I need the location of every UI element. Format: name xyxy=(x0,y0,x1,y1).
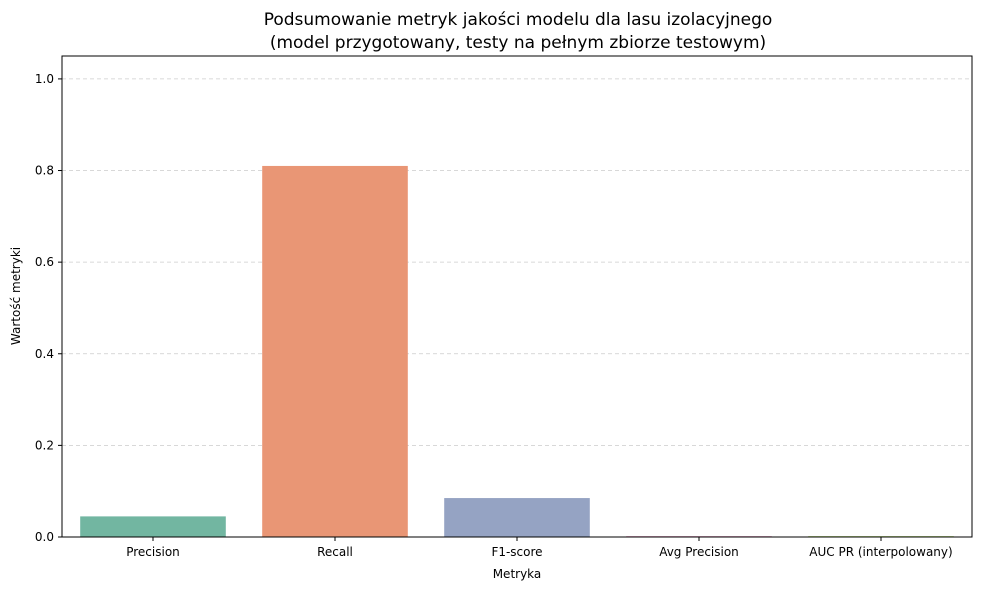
chart-subtitle: (model przygotowany, testy na pełnym zbi… xyxy=(270,33,766,53)
x-axis-label: Metryka xyxy=(493,567,542,581)
bar-precision xyxy=(80,516,226,537)
x-tick-label: Avg Precision xyxy=(659,545,739,559)
chart-title: Podsumowanie metryk jakości modelu dla l… xyxy=(264,10,773,30)
y-tick-label: 0.4 xyxy=(35,347,54,361)
y-tick-label: 0.6 xyxy=(35,255,54,269)
x-tick-label: Precision xyxy=(126,545,180,559)
gridlines xyxy=(62,78,972,446)
x-tick-label: F1-score xyxy=(491,545,542,559)
plot-frame xyxy=(61,55,973,538)
y-axis-label: Wartość metryki xyxy=(9,247,23,345)
bars xyxy=(80,165,954,537)
y-tick-label: 0.2 xyxy=(35,438,54,452)
y-tick-label: 0.0 xyxy=(35,530,54,544)
x-tick-label: AUC PR (interpolowany) xyxy=(809,545,952,559)
bar-recall xyxy=(262,165,408,537)
y-tick-label: 1.0 xyxy=(35,72,54,86)
y-axis-ticks: 0.0 0.2 0.4 0.6 0.8 1.0 xyxy=(35,72,62,544)
bar-f1-score xyxy=(444,498,590,537)
x-axis-ticks: Precision Recall F1-score Avg Precision AUC … xyxy=(126,537,953,559)
y-tick-label: 0.8 xyxy=(35,164,54,178)
x-tick-label: Recall xyxy=(317,545,353,559)
